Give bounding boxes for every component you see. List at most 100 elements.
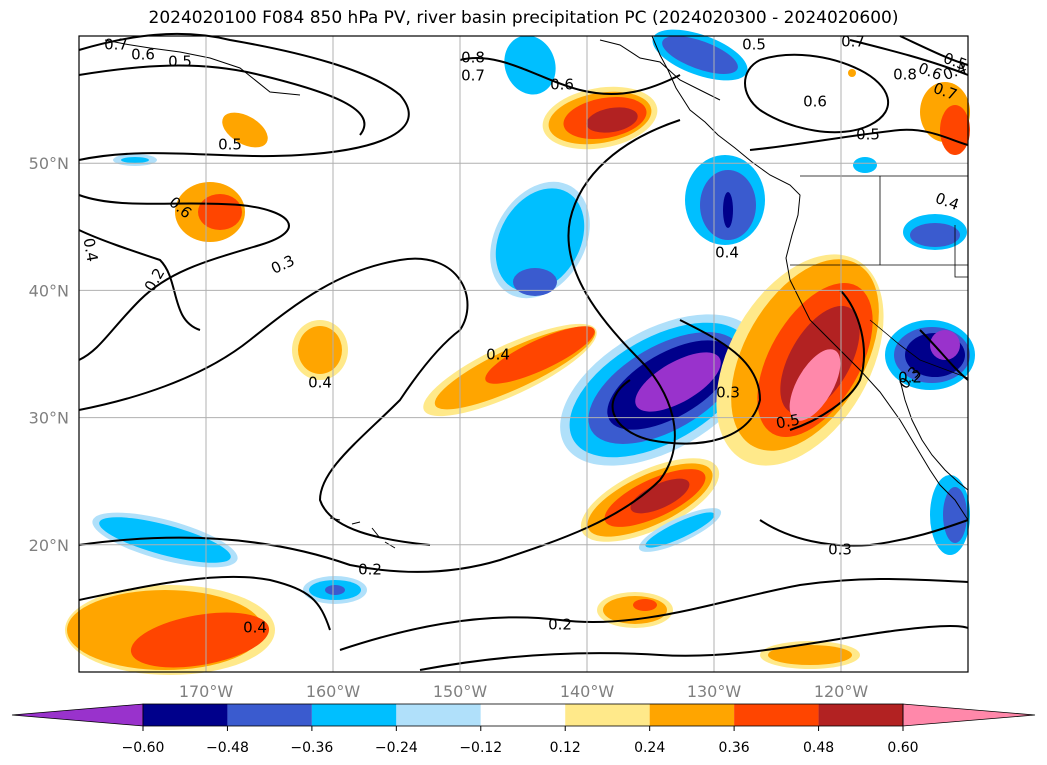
contour-label: 0.7 (104, 36, 128, 54)
shaded-region (121, 157, 149, 163)
contour-line (78, 575, 331, 631)
latitude-axis: 50°N 40°N 30°N 20°N (29, 154, 69, 555)
lat-tick-label: 30°N (29, 409, 69, 428)
political-borders (790, 175, 969, 379)
shaded-region (513, 268, 557, 296)
lon-tick-label: 160°W (306, 682, 361, 701)
colorbar-tick-label: −0.60 (122, 740, 165, 756)
colorbar-segment (480, 704, 566, 726)
colorbar-segment (143, 704, 228, 726)
coastline-baja (899, 379, 969, 491)
colorbar-tick-label: −0.36 (290, 740, 333, 756)
colorbar-segment (734, 704, 819, 726)
shaded-region (853, 157, 877, 173)
colorbar-tick-label: 0.36 (719, 740, 750, 756)
contour-label: 0.5 (775, 411, 802, 433)
colorbar-segment (311, 704, 397, 726)
colorbar-segment (565, 704, 650, 726)
colorbar-tick-label: 0.60 (887, 740, 918, 756)
shaded-region (635, 352, 721, 412)
shaded-region (768, 645, 852, 665)
shaded-region (99, 517, 231, 563)
shaded-region (930, 330, 960, 360)
lon-tick-label: 140°W (560, 682, 615, 701)
contour-label: 0.7 (841, 33, 865, 51)
shaded-region (504, 35, 556, 95)
shaded-anomaly-fields (65, 29, 975, 675)
lon-tick-label: 170°W (179, 682, 234, 701)
colorbar-segment (396, 704, 481, 726)
shaded-region (662, 36, 738, 74)
map-border (78, 35, 969, 673)
contour-label: 0.3 (716, 384, 740, 402)
contour-line (78, 257, 469, 546)
contour-line (459, 57, 681, 96)
shaded-region (848, 69, 856, 77)
shaded-region (943, 487, 967, 543)
lat-tick-label: 40°N (29, 281, 69, 300)
contour-label: 0.3 (268, 251, 297, 277)
contour-label: 0.5 (856, 126, 880, 144)
colorbar-segment (818, 704, 903, 726)
shaded-region (485, 326, 595, 384)
gridlines (79, 36, 968, 672)
chart-title: 2024020100 F084 850 hPa PV, river basin … (148, 8, 899, 28)
coastline-north-america (651, 35, 969, 521)
contour-label: 0.4 (80, 237, 102, 264)
contour-label: 0.6 (550, 76, 574, 94)
colorbar-tick-label: −0.12 (459, 740, 502, 756)
contour-line (419, 624, 969, 671)
contour-line (78, 229, 201, 331)
contour-line (78, 64, 366, 136)
lon-tick-label: 130°W (687, 682, 742, 701)
contour-label: 0.8 (893, 66, 917, 84)
colorbar-tick-label: −0.24 (375, 740, 418, 756)
contour-line (78, 194, 290, 361)
colorbar-tick-label: 0.24 (634, 740, 665, 756)
contour-line (849, 39, 969, 76)
shaded-region (495, 188, 585, 292)
longitude-axis: 170°W 160°W 150°W 140°W 130°W 120°W (179, 682, 869, 701)
colorbar-extend-max (902, 703, 1036, 727)
contour-label: 0.4 (308, 374, 332, 392)
contour-label: 0.3 (828, 541, 852, 559)
coastline-islands-nw (599, 39, 721, 101)
contour-line (749, 128, 969, 151)
contour-label: 0.8 (461, 49, 485, 67)
contour-line (899, 35, 969, 66)
map-area: 0.70.6 0.5 0.80.7 0.60.5 0.70.50.40.60.80.70… (65, 29, 975, 675)
shaded-region (130, 612, 270, 668)
shaded-region (645, 512, 715, 548)
lon-tick-label: 120°W (814, 682, 869, 701)
shaded-region (723, 192, 733, 228)
contour-line (919, 329, 969, 381)
shaded-region (298, 326, 342, 374)
colorbar: −0.60 −0.48 −0.36 −0.24 −0.12 0.12 0.24 0.36 0.4… (11, 703, 1036, 756)
shaded-region (586, 107, 638, 133)
contour-label: 0.4 (933, 189, 962, 214)
contour-label: 0.6 (131, 46, 155, 64)
contour-label: 0.4 (715, 244, 739, 262)
contour-line (78, 119, 681, 573)
colorbar-tick-label: 0.48 (803, 740, 834, 756)
contour-label: 0.2 (358, 561, 382, 579)
contour-line (78, 32, 410, 161)
colorbar-extend-min (11, 703, 144, 727)
contour-label: 0.2 (548, 616, 572, 634)
contour-label: 0.7 (461, 67, 485, 85)
shaded-region (198, 194, 242, 230)
contour-line (339, 577, 969, 651)
shaded-region (630, 478, 690, 514)
contour-label: 0.4 (243, 619, 267, 637)
colorbar-tick-label: −0.48 (206, 740, 249, 756)
colorbar-outline (142, 703, 904, 727)
colorbar-tick-label: 0.12 (550, 740, 581, 756)
contour-line (744, 53, 890, 134)
shaded-region (789, 349, 841, 421)
colorbar-segment (649, 704, 735, 726)
shaded-region (222, 112, 268, 148)
contour-label: 0.5 (218, 136, 242, 154)
contour-label: 0.6 (803, 93, 827, 111)
lon-tick-label: 150°W (433, 682, 488, 701)
